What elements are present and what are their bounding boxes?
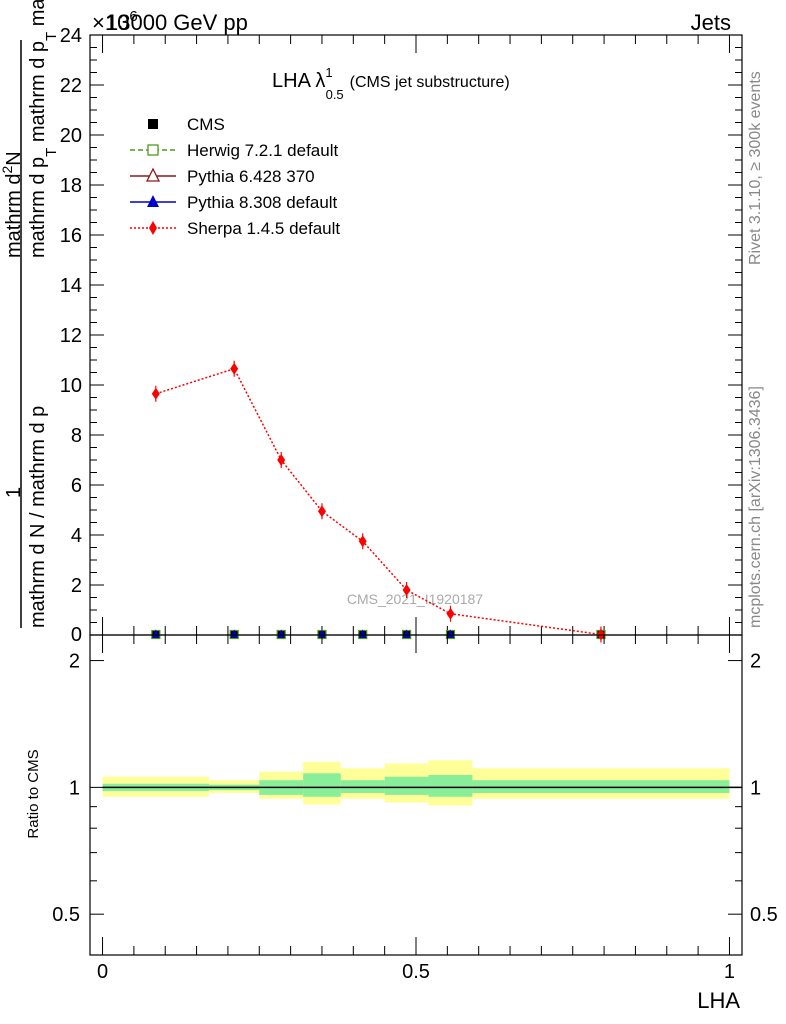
ratio-inner-band <box>340 780 385 793</box>
header-collision-label: 13000 GeV pp <box>106 10 248 35</box>
ratio-inner-band <box>428 774 473 797</box>
main-y-axis-label: mathrm d pT mathrm d pT mathrm d lambda … <box>0 0 60 628</box>
ratio-inner-band <box>472 780 730 793</box>
x-tick-label: 1 <box>724 961 735 983</box>
y-tick-label-zero: 0 <box>71 624 82 646</box>
plot-title: LHA λ1 0.5(CMS jet substructure) <box>272 65 510 102</box>
legend-marker <box>149 221 157 235</box>
y-tick-label: 2 <box>71 575 82 597</box>
sherpa-point <box>151 387 160 400</box>
sherpa-point <box>402 584 411 596</box>
sherpa-line <box>155 367 602 636</box>
y-label-fraction-one: 1 <box>3 487 25 498</box>
sherpa-point <box>446 607 455 620</box>
sherpa-point <box>277 454 286 466</box>
y-tick-label: 24 <box>60 25 82 47</box>
mcplots-label: mcplots.cern.ch [arXiv:1306.3436] <box>747 386 764 628</box>
ratio-plot-panel: 0.5 0.5 1 1 2 2 Ratio to CMS <box>25 634 778 956</box>
y-tick-label: 22 <box>60 75 82 97</box>
ratio-y-tick-label: 1 <box>69 777 80 799</box>
x-tick-label: 0.5 <box>402 961 430 983</box>
ratio-y-tick-label: 0.5 <box>52 904 80 926</box>
y-tick-label: 14 <box>60 275 82 297</box>
y-tick-label: 6 <box>71 475 82 497</box>
y-tick-label: 8 <box>71 425 82 447</box>
legend-marker <box>145 167 161 182</box>
y-label-numerator: mathrm d2N <box>0 151 25 258</box>
legend-marker <box>148 119 158 129</box>
legend-entry: Herwig 7.2.1 default <box>130 141 338 160</box>
legend-marker <box>147 144 159 156</box>
legend-label: CMS <box>187 115 225 134</box>
legend-label: Herwig 7.2.1 default <box>187 141 338 160</box>
legend-entry: Sherpa 1.4.5 default <box>130 219 340 238</box>
legend-label: Sherpa 1.4.5 default <box>187 219 340 238</box>
legend-label: Pythia 8.308 default <box>187 193 338 212</box>
sherpa-point <box>358 535 367 548</box>
y-scale-exponent: ×106 <box>92 8 138 35</box>
ratio-y-tick-label: 2 <box>69 651 80 673</box>
y-tick-label: 12 <box>60 325 82 347</box>
legend-label: Pythia 6.428 370 <box>187 167 315 186</box>
y-tick-label: 20 <box>60 125 82 147</box>
legend-entry: Pythia 6.428 370 <box>130 167 315 186</box>
ratio-bands <box>102 760 730 806</box>
y-tick-label: 4 <box>71 525 82 547</box>
legend-entry: CMS <box>148 115 225 134</box>
x-tick-labels: 0 0.5 1 <box>97 961 735 983</box>
y-label-top: mathrm d pT mathrm d pT mathrm d lambda <box>27 0 60 258</box>
ratio-inner-band <box>303 773 341 797</box>
x-tick-label: 0 <box>97 961 108 983</box>
main-axis-ticks <box>90 34 742 636</box>
y-label-denominator: mathrm d N / mathrm d p <box>27 406 49 628</box>
ratio-axis-ticks <box>90 635 742 955</box>
ratio-y-tick-label-right: 1 <box>750 777 761 799</box>
sherpa-point <box>317 505 326 518</box>
legend: CMS Herwig 7.2.1 default Pythia 6.428 370 P… <box>130 115 340 238</box>
rivet-label: Rivet 3.1.10, ≥ 300k events <box>747 71 764 265</box>
legend-marker <box>147 195 159 207</box>
y-tick-label: 16 <box>60 225 82 247</box>
legend-entry: Pythia 8.308 default <box>130 193 338 212</box>
y-tick-label: 10 <box>60 375 82 397</box>
ratio-y-tick-label-right: 2 <box>750 651 761 673</box>
header-process-label: Jets <box>691 10 731 35</box>
y-tick-label: 18 <box>60 175 82 197</box>
ratio-y-tick-label-right: 0.5 <box>750 904 778 926</box>
x-axis-label: LHA <box>697 988 740 1013</box>
ratio-y-tick-labels: 0.5 0.5 1 1 2 2 <box>52 651 778 927</box>
sherpa-point <box>230 362 239 375</box>
ratio-inner-band <box>384 776 429 795</box>
ratio-y-axis-label: Ratio to CMS <box>25 749 42 838</box>
analysis-watermark: CMS_2021_I1920187 <box>347 591 483 607</box>
